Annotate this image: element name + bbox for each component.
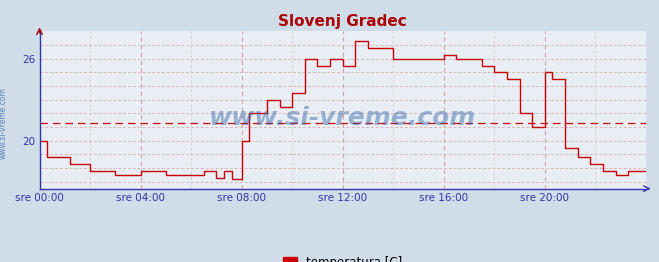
Text: www.si-vreme.com: www.si-vreme.com bbox=[209, 106, 476, 130]
Legend: temperatura [C]: temperatura [C] bbox=[278, 252, 407, 262]
Title: Slovenj Gradec: Slovenj Gradec bbox=[278, 14, 407, 29]
Text: www.si-vreme.com: www.si-vreme.com bbox=[0, 87, 8, 159]
